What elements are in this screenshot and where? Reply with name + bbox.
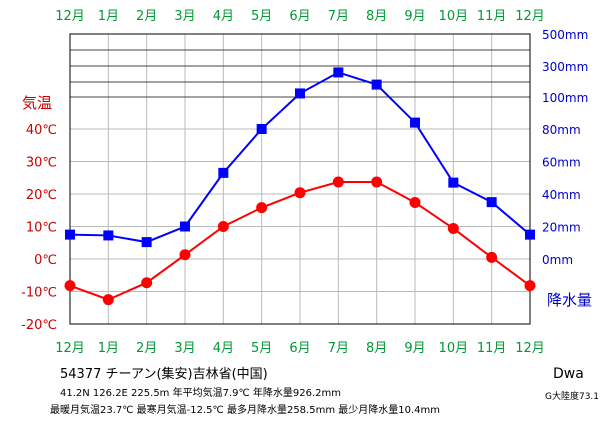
top-month-label: 12月	[515, 9, 545, 24]
precipitation-tick-label: 500mm	[542, 28, 588, 42]
bottom-month-label: 12月	[515, 341, 545, 356]
top-month-label: 4月	[213, 9, 234, 24]
station-location: 41.2N 126.2E 225.5m 年平均気温7.9℃ 年降水量926.2m…	[60, 386, 341, 399]
precipitation-point	[218, 167, 229, 178]
precipitation-tick-label: 40mm	[542, 188, 581, 202]
top-month-label: 2月	[136, 9, 157, 24]
temperature-tick-label: 30℃	[26, 156, 57, 171]
precipitation-axis-label: 降水量	[547, 291, 592, 309]
temperature-point	[217, 221, 229, 232]
precipitation-series	[65, 67, 535, 248]
precipitation-point	[180, 221, 190, 232]
climate-code: Dwa	[553, 366, 584, 382]
temperature-point	[486, 251, 498, 263]
precipitation-point	[525, 229, 535, 240]
precipitation-point	[486, 197, 497, 208]
temperature-tick-label: -10℃	[21, 286, 57, 301]
precipitation-tick-label: 0mm	[542, 253, 573, 267]
bottom-month-label: 6月	[289, 341, 310, 356]
temperature-series	[64, 176, 536, 306]
top-month-label: 10月	[439, 9, 469, 24]
top-month-label: 3月	[174, 9, 195, 24]
precipitation-point	[256, 124, 267, 134]
precipitation-point	[103, 230, 114, 241]
top-month-labels: 12月 1月 2月 3月 4月 5月 6月 7月 8月 9月 10月 11月 12月	[55, 9, 545, 24]
precipitation-point	[371, 79, 382, 90]
station-stats: 最暖月気温23.7℃ 最寒月気温-12.5℃ 最多月降水量258.5mm 最少月…	[50, 403, 440, 416]
precipitation-tick-label: 80mm	[542, 123, 581, 137]
bottom-month-label: 7月	[328, 341, 349, 356]
precipitation-tick-label: 300mm	[542, 60, 588, 74]
top-month-label: 7月	[328, 9, 349, 24]
top-month-label: 5月	[251, 9, 272, 24]
precipitation-tick-labels: 500mm 300mm 100mm 80mm 60mm 40mm 20mm 0mm	[542, 28, 588, 267]
temperature-point	[294, 187, 306, 199]
precipitation-point	[295, 88, 305, 99]
top-month-label: 6月	[289, 9, 310, 24]
top-month-label: 1月	[98, 9, 119, 24]
bottom-month-label: 3月	[174, 341, 195, 356]
temperature-point	[447, 222, 459, 234]
bottom-month-label: 12月	[55, 341, 85, 356]
bottom-month-label: 11月	[477, 341, 507, 356]
precipitation-tick-label: 100mm	[542, 91, 588, 105]
temperature-tick-label: 0℃	[34, 253, 57, 268]
bottom-month-label: 8月	[366, 341, 387, 356]
bottom-month-label: 5月	[251, 341, 272, 356]
temperature-point	[371, 176, 383, 188]
bottom-month-label: 9月	[404, 341, 425, 356]
plot-frame	[69, 33, 531, 325]
temperature-point	[141, 277, 153, 289]
precipitation-point	[410, 117, 420, 128]
temperature-point	[332, 176, 344, 188]
temperature-tick-label: -20℃	[21, 318, 57, 333]
precipitation-point	[65, 229, 75, 240]
precipitation-point	[448, 177, 459, 188]
precipitation-point	[141, 237, 152, 248]
precipitation-point	[333, 67, 344, 78]
grid	[70, 34, 530, 324]
bottom-month-labels: 12月 1月 2月 3月 4月 5月 6月 7月 8月 9月 10月 11月 12月	[55, 341, 545, 356]
station-title: 54377 チーアン(集安)吉林省(中国)	[60, 366, 268, 382]
top-month-label: 11月	[477, 9, 507, 24]
bottom-month-label: 10月	[439, 341, 469, 356]
top-month-label: 9月	[404, 9, 425, 24]
top-month-label: 8月	[366, 9, 387, 24]
climate-note: G大陸度73.1	[545, 390, 599, 402]
precipitation-tick-label: 60mm	[542, 156, 581, 170]
temperature-tick-label: 20℃	[26, 188, 57, 203]
temperature-point	[102, 294, 114, 306]
bottom-month-label: 4月	[213, 341, 234, 356]
top-month-label: 12月	[55, 9, 85, 24]
temperature-point	[256, 202, 268, 214]
temperature-point	[524, 280, 536, 292]
temperature-axis-label: 気温	[22, 94, 52, 112]
bottom-month-label: 1月	[98, 341, 119, 356]
temperature-tick-label: 10℃	[26, 221, 57, 236]
temperature-point	[409, 196, 421, 208]
temperature-point	[179, 249, 191, 261]
temperature-tick-labels: 40℃ 30℃ 20℃ 10℃ 0℃ -10℃ -20℃	[21, 123, 57, 333]
precipitation-tick-label: 20mm	[542, 221, 581, 235]
temperature-point	[64, 280, 76, 292]
temperature-tick-label: 40℃	[26, 123, 57, 138]
bottom-month-label: 2月	[136, 341, 157, 356]
